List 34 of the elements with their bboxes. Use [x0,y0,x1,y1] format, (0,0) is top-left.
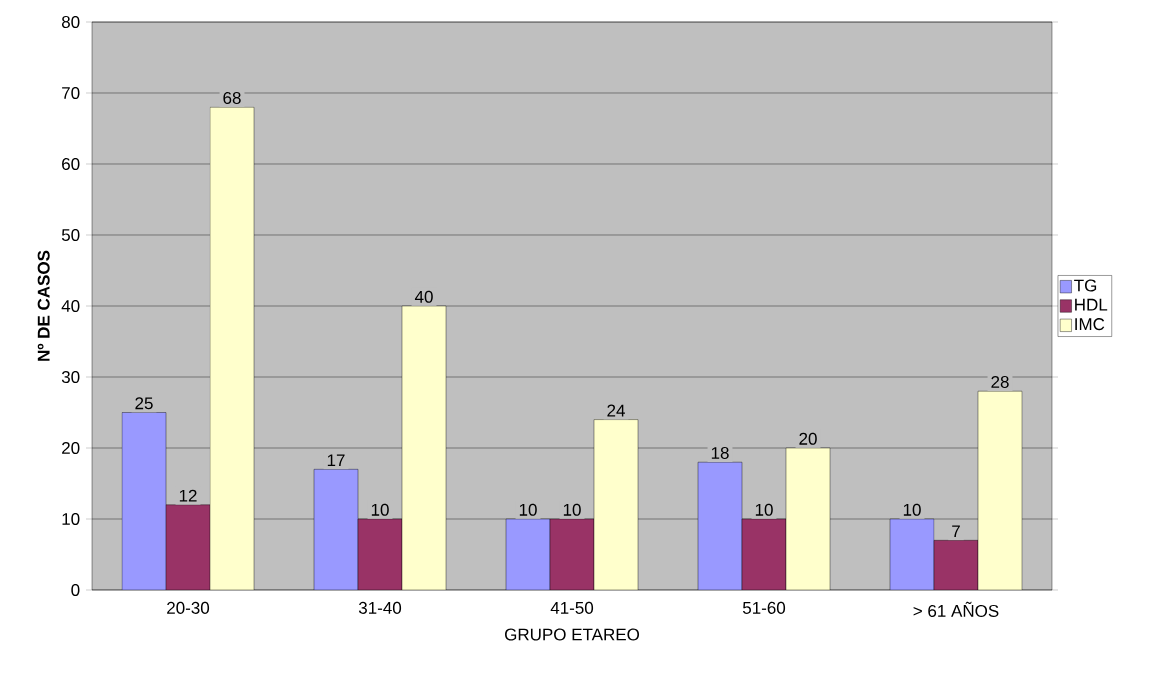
data-label: 25 [135,397,153,410]
x-axis-title: GRUPO ETAREO [505,628,640,641]
data-label: 10 [755,503,773,516]
y-tick-label: 0 [71,583,80,597]
x-tick-label: > 61 AÑOS [913,601,999,617]
data-label: 10 [903,503,921,516]
y-tick-label: 30 [61,370,80,384]
legend-label: TG [1074,279,1097,292]
y-tick-label: 60 [62,157,80,171]
data-label: 7 [952,525,960,538]
x-tick-label: 20-30 [167,601,210,614]
y-tick-label: 50 [61,228,80,242]
y-tick-label: 20 [62,441,80,455]
data-label: 20 [799,432,817,445]
legend-label: HDL [1075,298,1108,311]
x-tick-label: 51-60 [742,601,786,614]
data-label: 10 [563,503,581,516]
x-tick-label: 41-50 [550,601,594,614]
x-tick-label: 31-40 [358,601,402,614]
y-tick-label: 10 [62,512,80,526]
data-label: 17 [327,454,345,467]
data-label: 28 [991,375,1009,389]
data-label: 68 [223,91,241,105]
data-label: 10 [519,503,537,516]
legend-label: IMC [1075,318,1105,331]
data-label: 40 [414,290,433,303]
y-tick-label: 80 [61,15,80,29]
data-label: 24 [607,404,625,417]
data-label: 10 [371,503,389,516]
data-label: 18 [711,446,729,460]
y-tick-label: 40 [61,299,80,313]
y-axis-title: Nº DE CASOS [37,250,50,361]
data-label: 12 [179,489,197,502]
y-tick-label: 70 [62,86,80,100]
